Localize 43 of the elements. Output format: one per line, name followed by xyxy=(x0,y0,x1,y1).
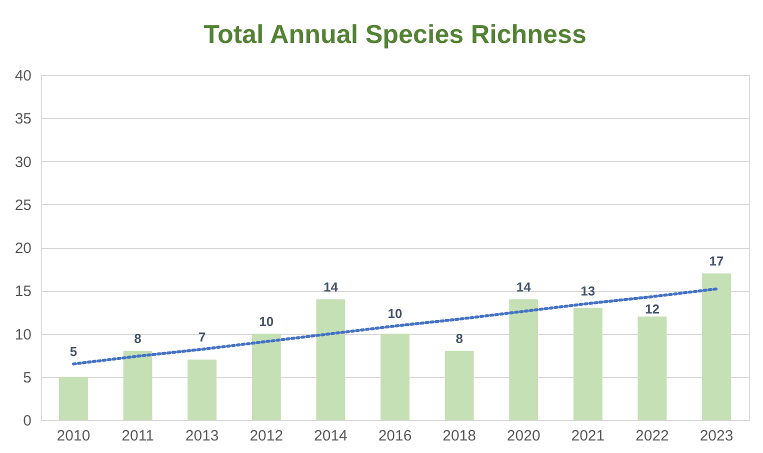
x-tick-label: 2014 xyxy=(314,428,348,444)
bar xyxy=(702,273,731,420)
x-tick-label: 2010 xyxy=(56,428,90,444)
y-tick-label: 5 xyxy=(23,369,32,386)
x-tick-label: 2018 xyxy=(442,428,476,444)
bar xyxy=(316,299,346,420)
data-label: 8 xyxy=(456,331,463,346)
y-tick-label: 15 xyxy=(14,283,32,300)
x-tick-label: 2022 xyxy=(636,428,669,444)
bar xyxy=(638,316,667,420)
y-tick-label: 25 xyxy=(14,196,32,214)
data-label: 17 xyxy=(709,253,724,268)
data-label: 13 xyxy=(580,284,596,299)
y-tick-label: 40 xyxy=(14,68,32,84)
chart-title: Total Annual Species Richness xyxy=(204,19,586,49)
y-tick-label: 30 xyxy=(14,154,32,171)
bar xyxy=(573,308,602,420)
y-tick-label: 35 xyxy=(14,110,32,128)
x-tick-label: 2013 xyxy=(185,428,219,444)
y-tick-label: 20 xyxy=(14,240,32,257)
y-tick-label: 0 xyxy=(23,412,32,430)
data-label: 12 xyxy=(644,302,660,316)
bar xyxy=(444,351,474,420)
x-tick-label: 2012 xyxy=(250,428,284,444)
data-label: 8 xyxy=(134,331,142,346)
data-label: 14 xyxy=(516,279,532,294)
bar xyxy=(188,360,217,420)
x-tick-label: 2021 xyxy=(571,428,605,444)
x-tick-label: 2023 xyxy=(700,428,734,444)
data-label: 14 xyxy=(323,279,339,294)
x-tick-label: 2016 xyxy=(378,428,412,444)
bar xyxy=(252,334,281,420)
bar xyxy=(59,376,88,420)
y-tick-label: 10 xyxy=(14,326,32,344)
data-label: 10 xyxy=(388,306,402,321)
bar xyxy=(123,351,152,420)
data-label: 7 xyxy=(198,329,206,344)
bar xyxy=(509,299,538,420)
x-tick-label: 2011 xyxy=(122,428,154,444)
bar xyxy=(380,334,410,420)
data-label: 10 xyxy=(259,314,274,329)
data-label: 5 xyxy=(70,344,78,359)
x-tick-label: 2020 xyxy=(506,428,540,444)
